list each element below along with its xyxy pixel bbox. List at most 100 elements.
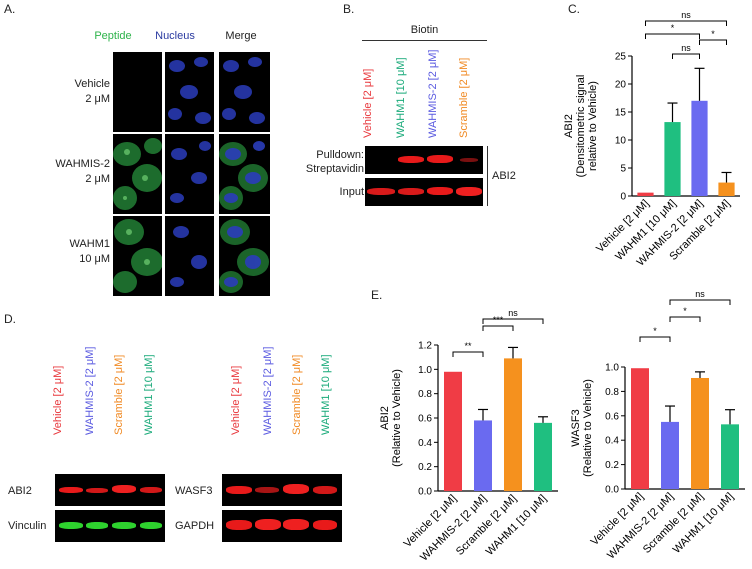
y-tick-label: 5: [620, 164, 626, 175]
row-label-wahmis2: WAHMIS-2 2 μM: [55, 158, 110, 185]
y-tick-label: 0.4: [418, 438, 432, 449]
lane-label-b-3: WAHMIS-2 [2 μM]: [427, 49, 439, 138]
y-tick-label: 20: [615, 80, 627, 91]
lane-label-dl-2: WAHMIS-2 [2 μM]: [84, 346, 96, 435]
bar: [691, 100, 708, 196]
blot-input-abi2: [365, 178, 483, 206]
blot-b-protein-label: ABI2: [492, 170, 516, 182]
y-tick-label: 0.6: [418, 414, 432, 425]
y-tick-label: 1.0: [605, 363, 619, 374]
lane-label-dr-4: WAHM1 [10 μM]: [320, 354, 332, 436]
blot-pulldown-abi2: [365, 146, 483, 174]
row-label-vehicle: Vehicle 2 μM: [74, 78, 110, 105]
row-label-input: Input: [339, 186, 364, 198]
y-axis-label: WASF3: [570, 409, 582, 447]
bar: [637, 192, 654, 196]
bar: [664, 122, 681, 196]
significance-label: **: [464, 341, 472, 351]
y-tick-label: 10: [615, 136, 627, 147]
y-axis-label: (Densitometric signal: [575, 75, 587, 178]
chart-c-abi2: 0 5 10 15 20 25 ABI2 (Densitometric signal relat…: [563, 10, 740, 269]
y-tick-label: 1.0: [418, 365, 432, 376]
col-header-merge: Merge: [225, 30, 257, 42]
bar: [474, 420, 492, 491]
chart-e-abi2: 0.0 0.2 0.4 0.6 0.8 1.0 1.2 ABI2 (Relative to Ve…: [379, 308, 558, 564]
row-label-abi2-d: ABI2: [8, 485, 32, 497]
y-axis-label: ABI2: [563, 114, 575, 138]
row-label-wahm1: WAHM1 10 μM: [69, 238, 110, 265]
y-tick-label: 0.8: [418, 389, 432, 400]
image-vehicle-merge: [219, 52, 270, 132]
y-tick-label: 0.2: [605, 460, 619, 471]
significance-label: *: [653, 326, 657, 336]
significance-label: ns: [508, 308, 518, 318]
lane-label-dl-3: Scramble [2 μM]: [113, 354, 125, 435]
row-label-wasf3: WASF3: [175, 485, 213, 497]
image-vehicle-nucleus: [165, 52, 214, 132]
image-wahmis2-merge: [219, 134, 270, 214]
y-tick-label: 0.6: [605, 411, 619, 422]
significance-bracket: [645, 20, 727, 26]
image-wahm1-merge: [219, 216, 270, 296]
blot-abi2-d: [55, 474, 165, 506]
y-tick-label: 15: [615, 108, 627, 119]
significance-bracket: [699, 39, 727, 45]
significance-bracket: [639, 336, 671, 342]
bar: [534, 422, 552, 491]
significance-bracket: [645, 33, 700, 39]
significance-label: *: [683, 306, 687, 316]
col-header-nucleus: Nucleus: [155, 30, 195, 42]
panel-label-d: D.: [4, 312, 16, 326]
significance-label: *: [671, 23, 675, 33]
y-axis-label: ABI2: [379, 406, 391, 430]
y-axis-label: relative to Vehicle): [587, 81, 599, 171]
lane-label-b-2: WAHM1 [10 μM]: [395, 57, 407, 139]
bar: [504, 358, 522, 491]
panel-label-c: C.: [568, 2, 580, 16]
blot-vinculin: [55, 510, 165, 542]
significance-label: *: [711, 29, 715, 39]
biotin-rule: [362, 40, 487, 41]
lane-label-b-4: Scramble [2 μM]: [458, 57, 470, 138]
y-tick-label: 0.2: [418, 462, 432, 473]
bar: [661, 421, 679, 489]
y-tick-label: 0.0: [418, 487, 432, 498]
blot-wasf3: [222, 474, 342, 506]
y-tick-label: 25: [615, 52, 627, 63]
y-tick-label: 0.8: [605, 387, 619, 398]
image-wahmis2-nucleus: [165, 134, 214, 214]
image-wahm1-nucleus: [165, 216, 214, 296]
y-axis-label: (Relative to Vehicle): [582, 379, 594, 477]
significance-bracket: [482, 325, 514, 331]
lane-label-dl-4: WAHM1 [10 μM]: [143, 354, 155, 436]
image-vehicle-peptide: [113, 52, 162, 132]
bar: [721, 424, 739, 489]
bar: [631, 368, 649, 489]
row-label-pulldown: Pulldown: Streptavidin: [305, 149, 364, 175]
significance-label: ns: [681, 43, 691, 53]
significance-label: ***: [493, 315, 504, 325]
y-tick-label: 0.4: [605, 436, 619, 447]
significance-bracket: [452, 351, 484, 357]
image-wahm1-peptide: [113, 216, 162, 296]
lane-label-dl-1: Vehicle [2 μM]: [52, 365, 64, 435]
biotin-header: Biotin: [410, 24, 439, 36]
chart-e-wasf3: 0.0 0.2 0.4 0.6 0.8 1.0 WASF3 (Relative to Vehi…: [570, 290, 745, 562]
panel-label-a: A.: [4, 2, 16, 16]
y-tick-label: 1.2: [418, 341, 432, 352]
significance-bracket: [672, 53, 700, 59]
significance-bracket: [669, 299, 731, 305]
significance-label: ns: [695, 290, 705, 299]
panel-label-b: B.: [343, 2, 355, 16]
significance-label: ns: [681, 10, 691, 20]
lane-label-dr-2: WAHMIS-2 [2 μM]: [262, 346, 274, 435]
blot-gapdh: [222, 510, 342, 542]
lane-label-dr-1: Vehicle [2 μM]: [230, 365, 242, 435]
significance-bracket: [669, 316, 701, 322]
y-axis-label: (Relative to Vehicle): [391, 369, 403, 467]
col-header-peptide: Peptide: [94, 30, 132, 42]
bar: [691, 377, 709, 489]
image-wahmis2-peptide: [113, 134, 162, 214]
abi2-bracket: [487, 146, 488, 206]
y-tick-label: 0.0: [605, 485, 619, 496]
